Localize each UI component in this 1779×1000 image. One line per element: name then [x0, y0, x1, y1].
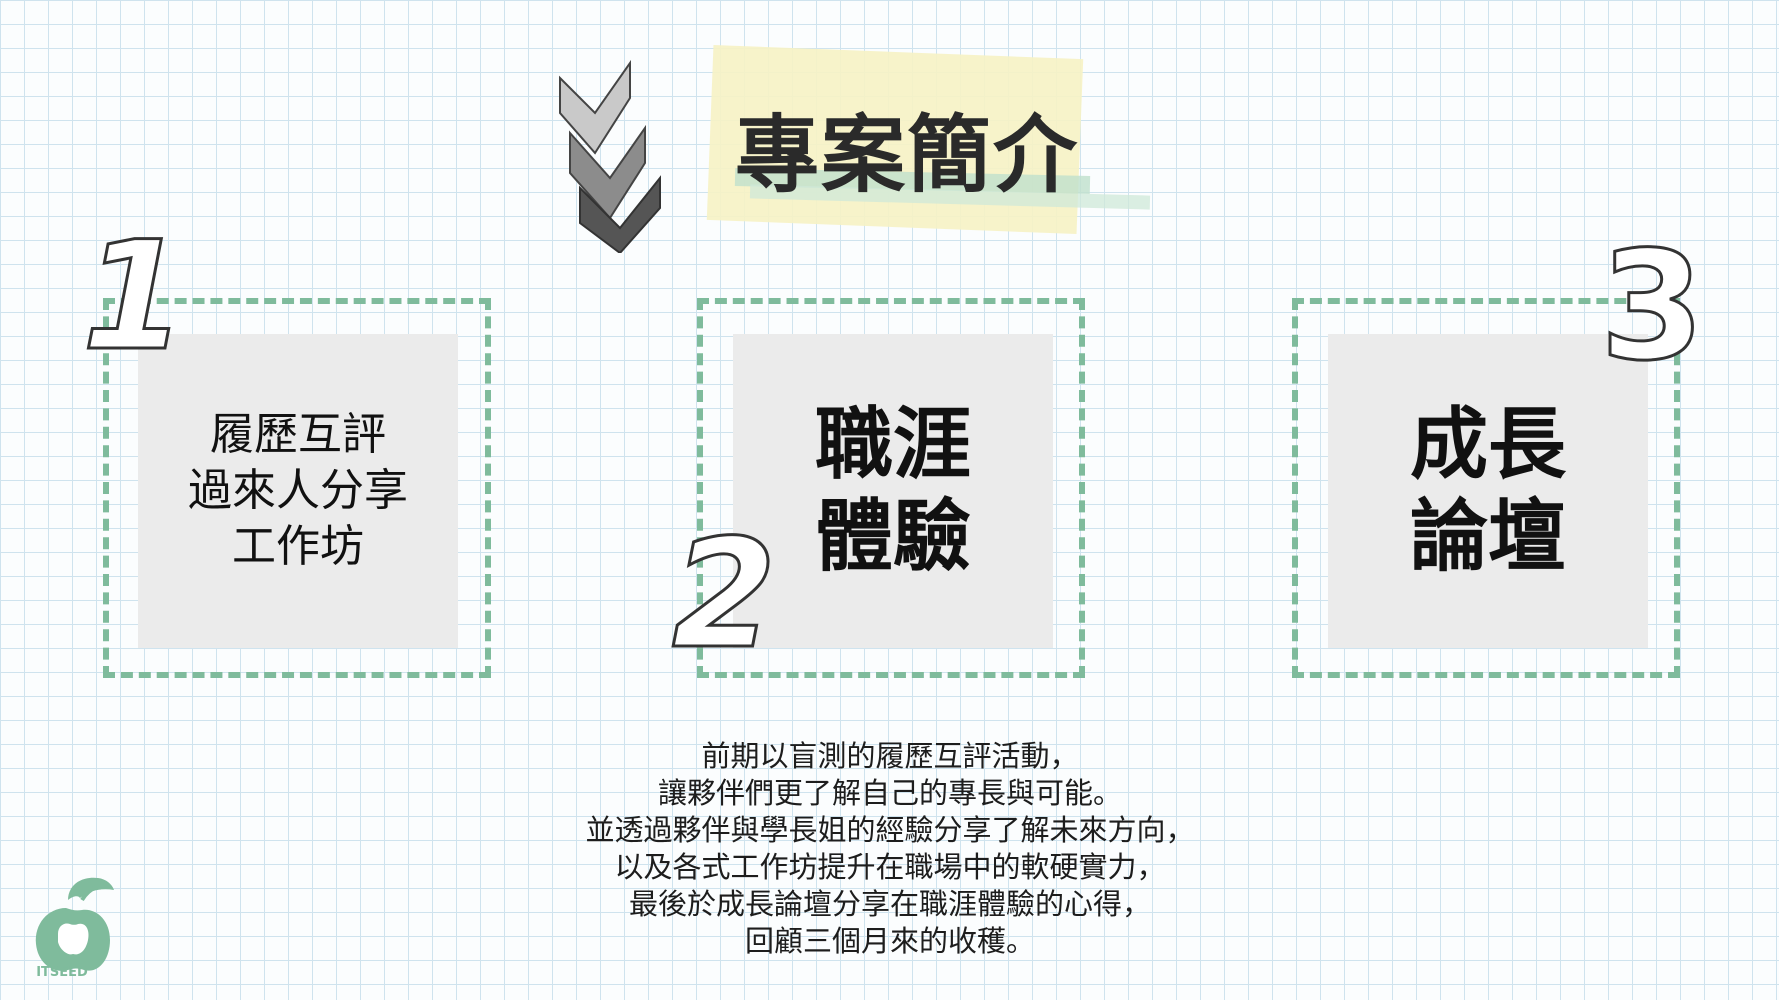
- item-1-line-1: 履歷互評: [210, 409, 386, 460]
- description-line: 並透過夥伴與學長姐的經驗分享了解未來方向，: [585, 813, 1195, 847]
- description: 前期以盲測的履歷互評活動， 讓夥伴們更了解自己的專長與可能。 並透過夥伴與學長姐…: [450, 738, 1330, 960]
- item-2-line-1: 職涯: [814, 400, 971, 490]
- description-line: 前期以盲測的履歷互評活動，: [701, 739, 1079, 773]
- item-1-line-2: 過來人分享: [188, 465, 408, 516]
- dashed-frame-3: [1292, 298, 1680, 678]
- panel-2: [733, 334, 1053, 648]
- dashed-frame-1: [103, 298, 491, 678]
- item-1-label: 履歷互評 過來人分享 工作坊: [138, 334, 458, 648]
- item-2-label: 職涯 體驗: [733, 334, 1053, 648]
- description-line: 以及各式工作坊提升在職場中的軟硬實力，: [614, 850, 1166, 884]
- item-3-number: 3: [1598, 220, 1705, 394]
- panel-3: [1328, 334, 1648, 648]
- sprout-logo-icon: [35, 877, 114, 971]
- dashed-frame-2: [697, 298, 1085, 678]
- panel-1: [138, 334, 458, 648]
- item-2-number: 2: [670, 508, 777, 682]
- item-3-line-2: 論壇: [1409, 492, 1566, 582]
- description-line: 讓夥伴們更了解自己的專長與可能。: [657, 776, 1122, 810]
- item-3-label: 成長 論壇: [1328, 334, 1648, 648]
- page-title: 專案簡介: [735, 106, 1080, 204]
- chevron-down-icons: [559, 59, 661, 253]
- description-line: 最後於成長論壇分享在職涯體驗的心得，: [628, 887, 1151, 921]
- description-line: 回顧三個月來的收穫。: [744, 924, 1035, 958]
- item-2-line-2: 體驗: [814, 492, 971, 582]
- logo-text: ITSEED: [36, 965, 88, 980]
- item-1-line-3: 工作坊: [232, 521, 364, 572]
- item-3-line-1: 成長: [1409, 400, 1566, 490]
- item-1-number: 1: [80, 210, 187, 384]
